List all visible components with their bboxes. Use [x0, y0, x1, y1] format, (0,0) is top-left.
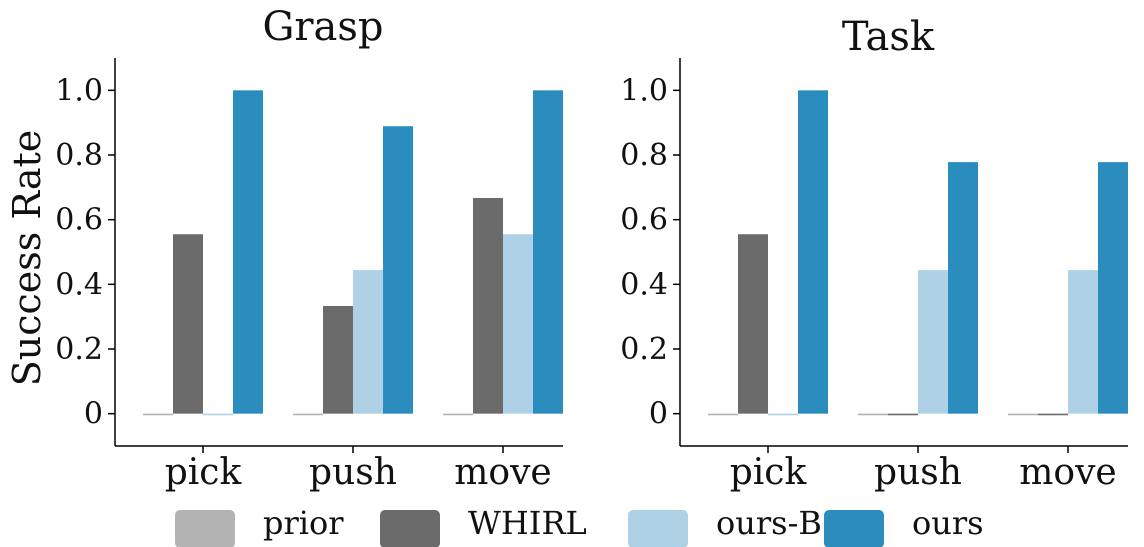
- y-tick-label: 0: [649, 397, 668, 432]
- bar-prior-move: [443, 413, 473, 416]
- bar-whirl-pick: [173, 234, 203, 414]
- y-tick-label: 0.8: [620, 138, 668, 173]
- panel-title: Grasp: [262, 4, 383, 50]
- bar-ours-pick: [798, 90, 828, 414]
- y-tick-label: 0.6: [620, 203, 668, 238]
- y-tick-label: 0.2: [620, 332, 668, 367]
- x-tick-label: push: [309, 452, 397, 493]
- y-tick-label: 0.4: [620, 267, 668, 302]
- bar-prior-move: [1008, 413, 1038, 416]
- x-tick-label: push: [874, 452, 962, 493]
- task-panel: Task pick push move 0 0.2 0.4 0.6 0.8 1.0: [620, 14, 1128, 493]
- bar-whirl-move: [1038, 413, 1068, 416]
- legend: prior WHIRL ours-BO ours: [175, 504, 984, 547]
- y-tick-label: 0.6: [55, 203, 103, 238]
- legend-label-prior: prior: [263, 504, 344, 542]
- y-tick-label: 0.8: [55, 138, 103, 173]
- bar-ours-bo-move: [1068, 270, 1098, 414]
- y-tick-label: 0.2: [55, 332, 103, 367]
- bar-ours-bo-pick: [768, 413, 798, 416]
- bar-ours-push: [383, 126, 413, 414]
- bar-whirl-push: [888, 413, 918, 416]
- bar-prior-push: [858, 413, 888, 416]
- grasp-panel: Grasp pick push move 0 0.2 0.4 0.6 0.8 1.0: [55, 4, 563, 493]
- y-tick-label: 1.0: [620, 73, 668, 108]
- bar-prior-pick: [143, 413, 173, 416]
- y-tick-label: 0: [84, 397, 103, 432]
- legend-swatch-ours: [824, 510, 884, 547]
- legend-label-whirl: WHIRL: [468, 504, 587, 542]
- y-axis-label: Success Rate: [5, 130, 49, 387]
- bar-ours-bo-push: [918, 270, 948, 414]
- legend-label-ours: ours: [912, 504, 984, 542]
- bar-ours-move: [533, 90, 563, 414]
- x-tick-label: move: [1019, 452, 1116, 493]
- panel-title: Task: [842, 14, 935, 60]
- bar-ours-pick: [233, 90, 263, 414]
- x-tick-label: move: [454, 452, 551, 493]
- bar-whirl-move: [473, 198, 503, 414]
- x-tick-label: pick: [730, 452, 808, 493]
- legend-swatch-ours-bo: [628, 510, 688, 547]
- y-tick-label: 1.0: [55, 73, 103, 108]
- legend-swatch-prior: [175, 510, 235, 547]
- bar-prior-pick: [708, 413, 738, 416]
- bar-whirl-pick: [738, 234, 768, 414]
- bar-ours-bo-pick: [203, 413, 233, 416]
- bar-ours-move: [1098, 162, 1128, 414]
- bar-prior-push: [293, 413, 323, 416]
- y-tick-label: 0.4: [55, 267, 103, 302]
- bar-ours-push: [948, 162, 978, 414]
- bar-ours-bo-push: [353, 270, 383, 414]
- bar-ours-bo-move: [503, 234, 533, 414]
- legend-swatch-whirl: [380, 510, 440, 547]
- bar-whirl-push: [323, 305, 353, 414]
- x-tick-label: pick: [165, 452, 243, 493]
